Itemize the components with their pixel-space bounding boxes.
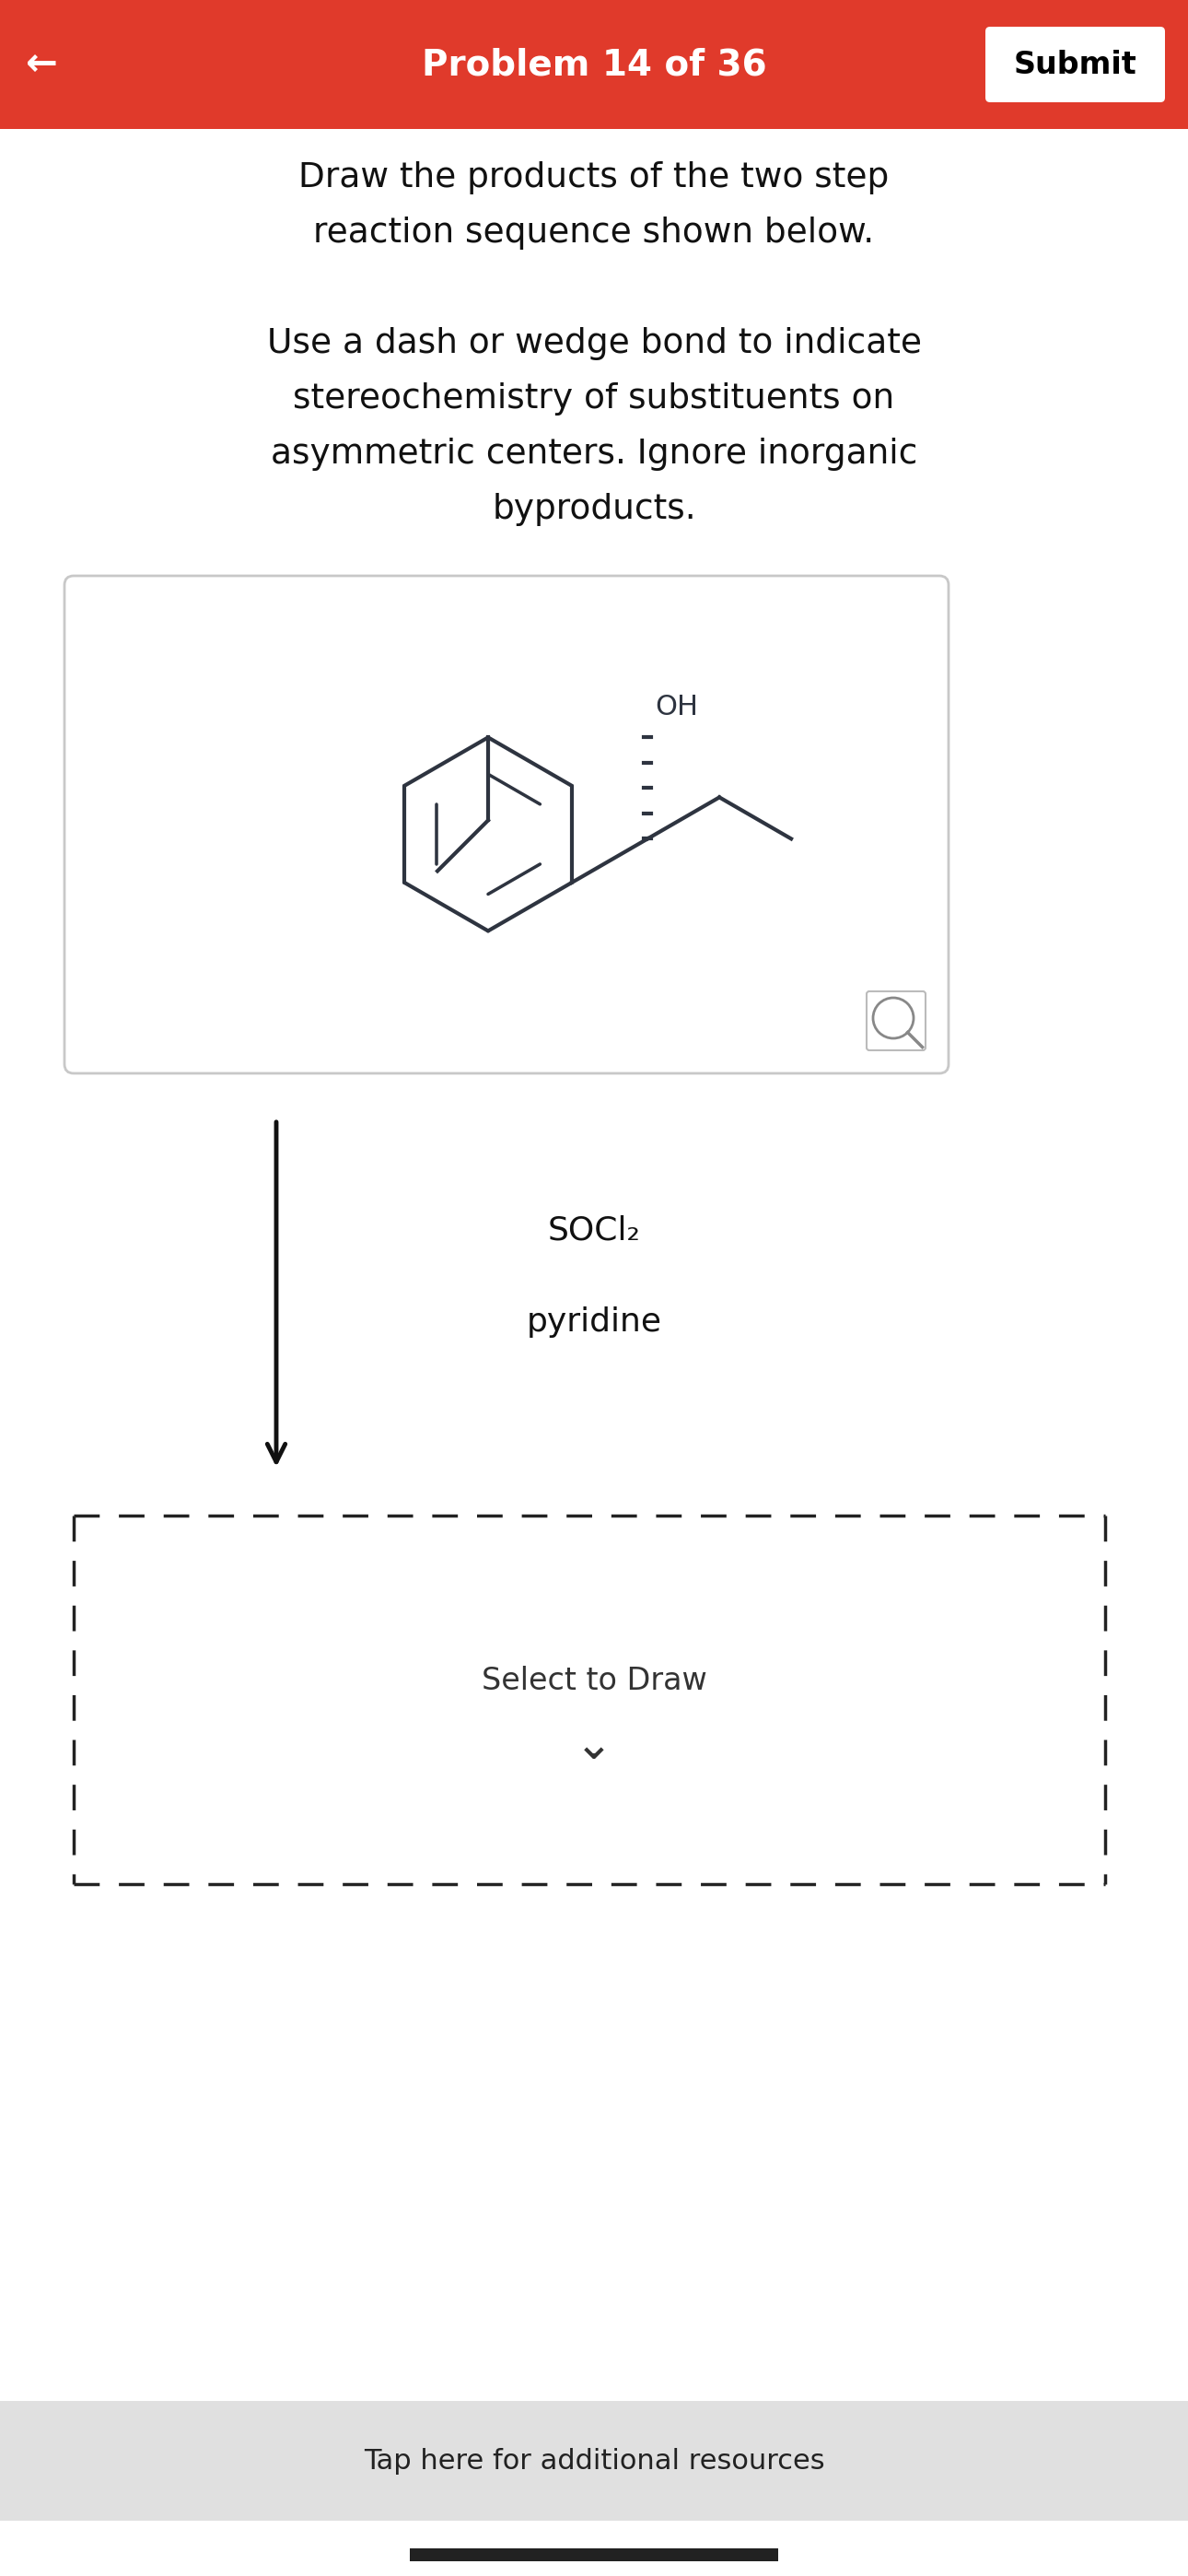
Text: OH: OH <box>655 693 699 721</box>
Text: asymmetric centers. Ignore inorganic: asymmetric centers. Ignore inorganic <box>271 438 917 471</box>
FancyBboxPatch shape <box>866 992 925 1051</box>
Text: Tap here for additional resources: Tap here for additional resources <box>364 2447 824 2473</box>
Text: Draw the products of the two step: Draw the products of the two step <box>298 162 890 193</box>
Text: ⌄: ⌄ <box>575 1723 613 1767</box>
Bar <box>0 2401 1188 2522</box>
Text: ←: ← <box>25 46 57 85</box>
Text: Use a dash or wedge bond to indicate: Use a dash or wedge bond to indicate <box>266 327 922 361</box>
Circle shape <box>873 997 914 1038</box>
FancyBboxPatch shape <box>64 577 948 1074</box>
Text: stereochemistry of substituents on: stereochemistry of substituents on <box>293 381 895 415</box>
Text: Select to Draw: Select to Draw <box>481 1667 707 1698</box>
Text: SOCl₂: SOCl₂ <box>548 1213 640 1247</box>
Text: Problem 14 of 36: Problem 14 of 36 <box>422 46 766 82</box>
Bar <box>410 2548 778 2561</box>
Text: byproducts.: byproducts. <box>492 492 696 526</box>
Bar <box>0 0 1188 129</box>
Text: reaction sequence shown below.: reaction sequence shown below. <box>314 216 874 250</box>
Text: pyridine: pyridine <box>526 1306 662 1337</box>
FancyBboxPatch shape <box>985 26 1165 103</box>
Text: Submit: Submit <box>1013 49 1137 80</box>
